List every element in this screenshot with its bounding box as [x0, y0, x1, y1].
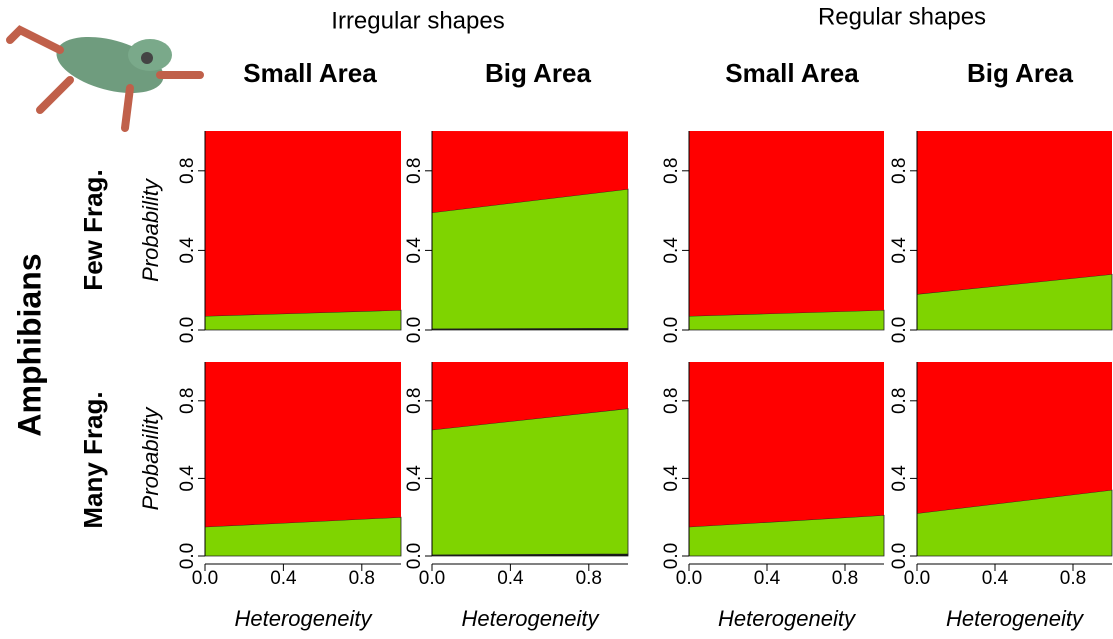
figure: Irregular shapes Regular shapes Small Ar… — [0, 0, 1113, 639]
y-tick-label: 0.4 — [661, 465, 682, 492]
y-tick-label: 0.8 — [177, 388, 198, 414]
y-tick-label: 0.4 — [661, 237, 682, 264]
area — [689, 131, 884, 316]
y-axis-label: Probability — [138, 177, 163, 282]
x-axis-label: Heterogeneity — [718, 606, 857, 631]
y-tick-label: 0.8 — [889, 158, 910, 184]
group-title: Irregular shapes — [331, 7, 504, 34]
y-tick-label: 0.0 — [889, 543, 910, 569]
x-tick-label: 0.4 — [270, 568, 297, 589]
x-tick-label: 0.8 — [832, 568, 858, 589]
y-tick-label: 0.8 — [404, 158, 425, 184]
y-tick-label: 0.0 — [404, 543, 425, 569]
y-tick-label: 0.0 — [661, 543, 682, 569]
column-title: Big Area — [485, 58, 591, 88]
column-title: Small Area — [725, 58, 859, 88]
y-tick-label: 0.0 — [177, 317, 198, 343]
taxon-title: Amphibians — [11, 253, 47, 436]
x-tick-label: 0.4 — [982, 568, 1009, 589]
x-tick-label: 0.0 — [192, 568, 218, 589]
y-tick-label: 0.8 — [661, 158, 682, 184]
area — [205, 131, 401, 316]
column-title: Big Area — [967, 58, 1073, 88]
y-tick-label: 0.8 — [177, 158, 198, 184]
x-tick-label: 0.0 — [676, 568, 702, 589]
y-tick-label: 0.0 — [177, 543, 198, 569]
x-axis-label: Heterogeneity — [462, 606, 601, 631]
x-axis-label: Heterogeneity — [235, 606, 374, 631]
y-tick-label: 0.0 — [661, 317, 682, 343]
y-tick-label: 0.0 — [404, 317, 425, 343]
x-tick-label: 0.8 — [1060, 568, 1086, 589]
y-tick-label: 0.8 — [661, 388, 682, 414]
x-tick-label: 0.4 — [754, 568, 781, 589]
y-tick-label: 0.4 — [177, 465, 198, 492]
x-tick-label: 0.0 — [904, 568, 930, 589]
x-tick-label: 0.4 — [497, 568, 524, 589]
column-title: Small Area — [243, 58, 377, 88]
y-tick-label: 0.4 — [889, 465, 910, 492]
y-tick-label: 0.4 — [404, 465, 425, 492]
group-title: Regular shapes — [818, 3, 986, 30]
y-tick-label: 0.4 — [889, 237, 910, 264]
y-tick-label: 0.4 — [404, 237, 425, 264]
x-tick-label: 0.8 — [576, 568, 602, 589]
row-title: Few Frag. — [78, 169, 108, 290]
y-tick-label: 0.8 — [404, 388, 425, 414]
row-title: Many Frag. — [78, 391, 108, 528]
x-tick-label: 0.8 — [349, 568, 375, 589]
area — [917, 362, 1112, 513]
area — [917, 131, 1112, 294]
area — [205, 362, 401, 527]
area — [689, 362, 884, 527]
y-tick-label: 0.4 — [177, 237, 198, 264]
y-axis-label: Probability — [138, 406, 163, 511]
x-axis-label: Heterogeneity — [946, 606, 1085, 631]
y-tick-label: 0.0 — [889, 317, 910, 343]
area — [432, 189, 628, 329]
y-tick-label: 0.8 — [889, 388, 910, 414]
area — [432, 409, 628, 555]
frog-icon — [10, 27, 200, 128]
x-tick-label: 0.0 — [419, 568, 445, 589]
